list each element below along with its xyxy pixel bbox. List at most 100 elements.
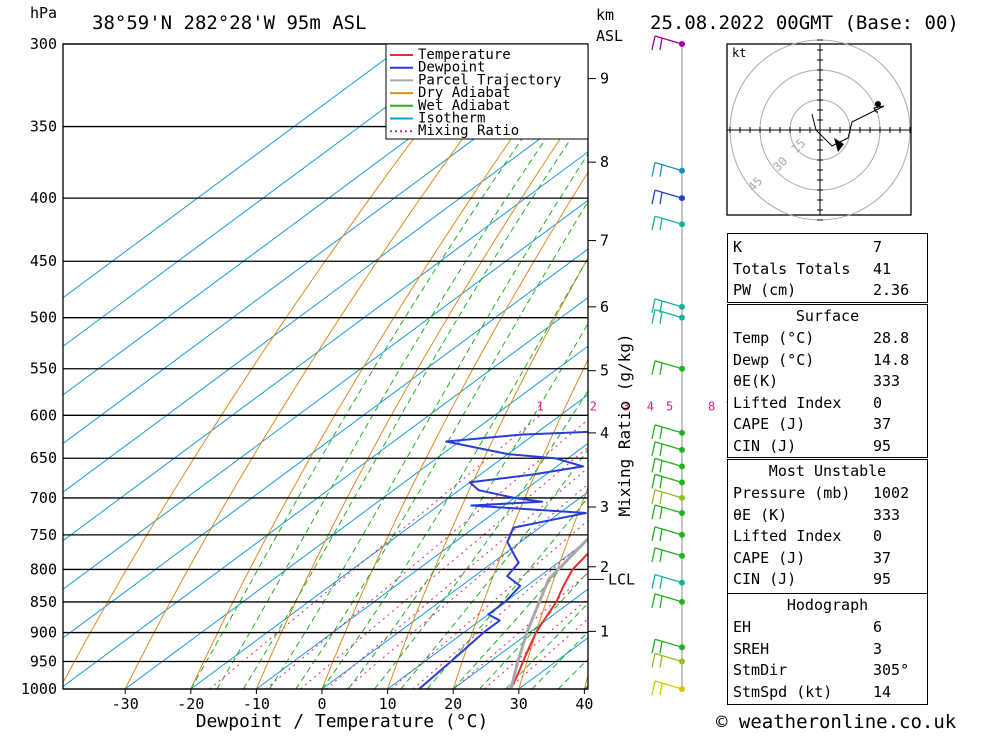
wind-barb-shaft — [654, 189, 683, 199]
x-tick-label: -10 — [243, 695, 270, 713]
isotherm-line — [63, 151, 588, 542]
lcl-label: LCL — [608, 570, 635, 588]
km-tick-label: 2 — [600, 558, 609, 576]
temperature-profile — [509, 551, 588, 690]
x-tick-label: -30 — [112, 695, 139, 713]
index-key: Lifted Index — [733, 393, 842, 412]
wind-barb-shaft — [654, 215, 683, 225]
wind-barb-flag — [651, 474, 656, 489]
index-key: Totals Totals — [733, 259, 851, 278]
wind-barb-flag — [651, 309, 656, 324]
mixing-ratio-line — [325, 467, 588, 690]
pressure-tick-label: 700 — [30, 489, 57, 507]
hodograph-trace — [811, 105, 885, 147]
mixing-ratio-label: 4 — [647, 399, 654, 413]
isotherm-line — [63, 54, 588, 445]
wind-barb-flag — [651, 298, 656, 313]
index-value: 1002 — [873, 484, 910, 502]
x-tick-label: 20 — [444, 695, 462, 713]
index-value: 41 — [873, 259, 892, 278]
wind-barb-flag — [659, 549, 663, 562]
wind-barb-flag — [651, 653, 656, 668]
index-value: 14.8 — [873, 350, 910, 369]
index-row: θE (K) 333 — [728, 505, 927, 526]
hpa-label: hPa — [30, 4, 57, 22]
wind-barb-flag — [659, 491, 663, 505]
index-row: Dewp (°C) 14.8 — [728, 350, 927, 371]
index-value: 0 — [873, 527, 883, 545]
mixing-ratio-label: 5 — [666, 399, 673, 413]
index-row: EH 6 — [728, 617, 927, 638]
index-value: 333 — [873, 372, 901, 390]
wind-barb-flag — [651, 424, 656, 440]
wind-barb-shaft — [654, 424, 683, 434]
index-panel-unstable: Most Unstable Pressure (mb) 1002 θE (K) 333… — [727, 459, 928, 595]
index-value: 305° — [873, 661, 910, 679]
isotherm-line — [256, 442, 588, 690]
wet-adiabat-line — [242, 112, 588, 690]
km-tick-label: 7 — [600, 232, 609, 250]
isotherm-line — [387, 539, 588, 690]
wind-barb-shaft — [654, 652, 683, 663]
x-tick-label: 40 — [575, 695, 593, 713]
asl-label: ASL — [596, 27, 623, 45]
legend-entry: Wet Adiabat — [418, 98, 511, 114]
parcel-trajectory-profile — [509, 536, 588, 690]
wind-barb-shaft — [654, 680, 683, 690]
hodograph-unit: kt — [732, 46, 746, 60]
index-row: Temp (°C) 28.8 — [728, 328, 927, 349]
mixing-ratio-label: 8 — [708, 399, 715, 413]
x-tick-label: 10 — [379, 695, 397, 713]
x-tick-label: 30 — [510, 695, 528, 713]
index-value: 7 — [873, 238, 883, 256]
wind-barb-shaft — [654, 489, 683, 499]
index-row: SREH 3 — [728, 639, 927, 660]
wind-barb-flag — [659, 311, 663, 324]
pressure-tick-label: 650 — [30, 449, 57, 467]
index-key: CIN (J) — [733, 570, 797, 588]
wind-barb-flag — [651, 639, 656, 654]
index-row: θE(K) 333 — [728, 371, 927, 392]
wind-barb-flag — [659, 528, 663, 541]
km-tick-label: 5 — [600, 362, 609, 380]
index-key: K — [733, 238, 743, 256]
wind-barb-flag — [659, 641, 663, 654]
wind-barb-flag — [651, 593, 656, 609]
index-key: CAPE (J) — [733, 415, 806, 433]
index-panel-top: K 7 Totals Totals 41 PW (cm) 2.36 — [727, 233, 928, 303]
wind-barb-flag — [659, 460, 663, 473]
index-row: Lifted Index 0 — [728, 526, 927, 547]
pressure-tick-label: 750 — [30, 526, 57, 544]
dewpoint-profile — [418, 430, 588, 690]
pressure-tick-label: 400 — [30, 189, 57, 207]
wind-barb-shaft — [654, 360, 683, 370]
km-tick-label: 4 — [600, 424, 609, 442]
pressure-tick-label: 950 — [30, 653, 57, 671]
wet-adiabat-line — [269, 152, 588, 690]
legend-entry: Dry Adiabat — [418, 85, 511, 101]
hodograph-title: Hodograph — [786, 596, 869, 614]
index-row: CAPE (J) 37 — [728, 414, 927, 435]
footer-credit[interactable]: © weatheronline.co.uk — [716, 711, 957, 733]
pressure-tick-label: 500 — [30, 309, 57, 327]
index-row: Lifted Index 0 — [728, 393, 927, 414]
index-row: CIN (J) 95 — [728, 569, 927, 590]
wind-barb-flag — [651, 216, 656, 231]
pressure-tick-label: 350 — [30, 118, 57, 136]
index-value: 0 — [873, 393, 883, 412]
wind-barb-flag — [651, 574, 656, 589]
wind-barb-flag — [659, 37, 663, 51]
plot-frame — [62, 43, 589, 690]
index-key: StmDir — [733, 661, 788, 679]
wind-barb-flag — [651, 162, 656, 177]
legend-entry: Isotherm — [418, 111, 485, 127]
index-row: CIN (J) 95 — [728, 436, 927, 457]
wind-barb-flag — [659, 443, 663, 457]
index-row: StmSpd (kt) 14 — [728, 682, 927, 703]
index-key: CIN (J) — [733, 436, 797, 455]
wind-barb-shaft — [654, 526, 683, 536]
pressure-tick-label: 550 — [30, 360, 57, 378]
date-title: 25.08.2022 00GMT (Base: 00) — [650, 12, 959, 34]
isotherm-line — [63, 296, 588, 688]
